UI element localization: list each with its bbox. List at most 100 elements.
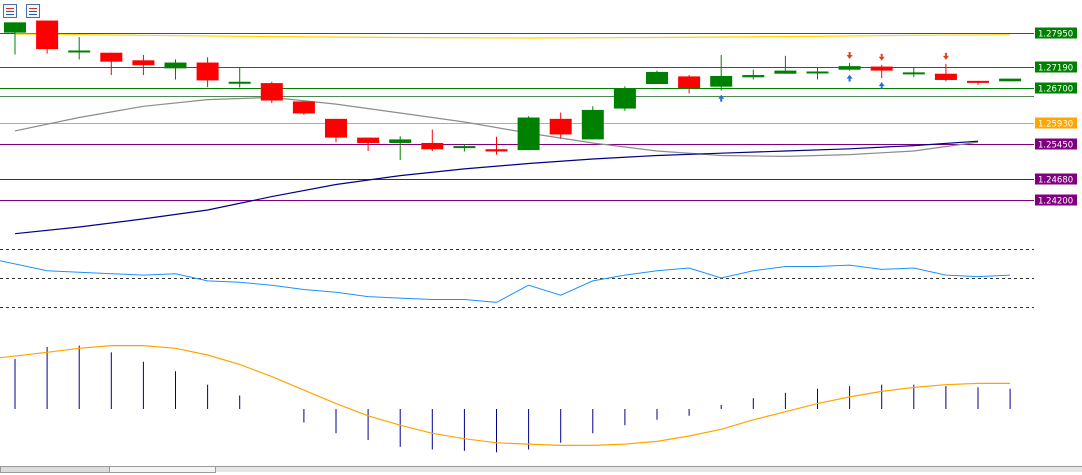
candle-body (774, 70, 797, 74)
chart-tab-active[interactable] (109, 466, 216, 473)
candle (132, 54, 155, 76)
candle-body (967, 80, 989, 83)
price-label: 1.25450 (1035, 138, 1077, 151)
price-label-text: 1.27950 (1038, 30, 1073, 40)
candle (196, 57, 219, 88)
candle (934, 63, 957, 82)
price-label-text: 1.26700 (1038, 85, 1073, 95)
candle (36, 20, 59, 54)
candle (453, 144, 476, 152)
candle-body (838, 66, 861, 70)
price-label-box (1035, 194, 1077, 206)
candle-body (325, 118, 347, 138)
buy-arrow-stem (848, 78, 851, 82)
price-label: 1.24680 (1035, 173, 1077, 186)
histogram-panel (0, 345, 1011, 453)
candle-body (164, 62, 187, 69)
candle-body (36, 20, 59, 50)
candle (581, 106, 604, 140)
buy-arrow (878, 82, 885, 87)
candle-body (485, 149, 508, 152)
candle (774, 55, 797, 74)
price-label: 1.27190 (1035, 61, 1077, 74)
candle-body (196, 62, 219, 81)
candlesticks (4, 20, 1022, 160)
chart-tab-bar (0, 466, 1082, 473)
price-label-text: 1.27190 (1038, 64, 1073, 74)
price-label-text: 1.24200 (1038, 197, 1073, 207)
candle (228, 67, 251, 88)
candle-body (389, 139, 412, 143)
buy-arrow (846, 74, 853, 79)
candle-body (742, 75, 765, 78)
candle-body (806, 71, 829, 74)
candle (646, 70, 668, 84)
candle (549, 112, 572, 139)
candle (485, 136, 508, 155)
sell-arrow-stem (944, 52, 947, 56)
buy-arrow-stem (880, 86, 883, 90)
histogram-signal-line (0, 345, 1011, 446)
candle (710, 54, 733, 91)
candle-body (68, 50, 91, 53)
buy-arrow (718, 94, 725, 99)
candle-body (646, 71, 668, 84)
candle (100, 52, 123, 76)
candle-body (581, 109, 604, 140)
candle-body (421, 142, 444, 150)
price-label: 1.25930 (1035, 117, 1077, 130)
price-levels (0, 33, 1034, 201)
candle-body (934, 73, 957, 80)
price-labels: 1.27950 1.27190 1.26700 1.25930 1.25450 1.246… (1035, 27, 1077, 207)
price-label-box (1035, 138, 1077, 150)
ma-slow-line (14, 140, 979, 235)
sell-arrow-stem (880, 53, 883, 57)
sell-arrow (942, 55, 949, 60)
chart-properties-icon[interactable] (26, 4, 40, 18)
candle-body (870, 66, 893, 71)
candle (421, 129, 444, 152)
candle-body (999, 78, 1022, 82)
candle (357, 137, 380, 152)
chart-tab[interactable] (0, 466, 110, 473)
candle (806, 67, 829, 80)
candle (292, 101, 315, 115)
candle (517, 116, 540, 151)
candle (260, 81, 283, 104)
price-label: 1.27950 (1035, 27, 1077, 40)
ma-long-line (14, 33, 1011, 39)
moving-averages (14, 33, 1011, 235)
candle-body (549, 118, 572, 135)
signal-arrows (718, 51, 949, 102)
candle (967, 80, 989, 85)
price-label-box (1035, 117, 1077, 129)
rsi-panel (0, 249, 1034, 308)
candle-body (357, 137, 380, 143)
price-label: 1.24200 (1035, 194, 1077, 207)
candle-body (902, 72, 925, 75)
candle (999, 78, 1022, 82)
candle-body (517, 117, 540, 151)
sell-arrow (878, 56, 885, 61)
price-label-box (1035, 27, 1077, 39)
candle (870, 64, 893, 79)
price-label-box (1035, 173, 1077, 185)
buy-arrow-stem (720, 98, 723, 102)
price-label-box (1035, 61, 1077, 73)
candle-body (678, 76, 701, 89)
candle (742, 69, 765, 80)
ma-fast-line (14, 96, 979, 158)
sell-arrow (846, 54, 853, 59)
chart-list-icon[interactable] (3, 4, 17, 18)
price-label-box (1035, 82, 1077, 94)
candle (325, 118, 347, 143)
candle-body (132, 60, 155, 66)
candle-body (260, 83, 283, 101)
candle (4, 22, 26, 55)
candle-body (100, 52, 123, 62)
candle-body (710, 75, 733, 87)
candle-body (228, 81, 251, 84)
rsi-line (0, 260, 1011, 303)
